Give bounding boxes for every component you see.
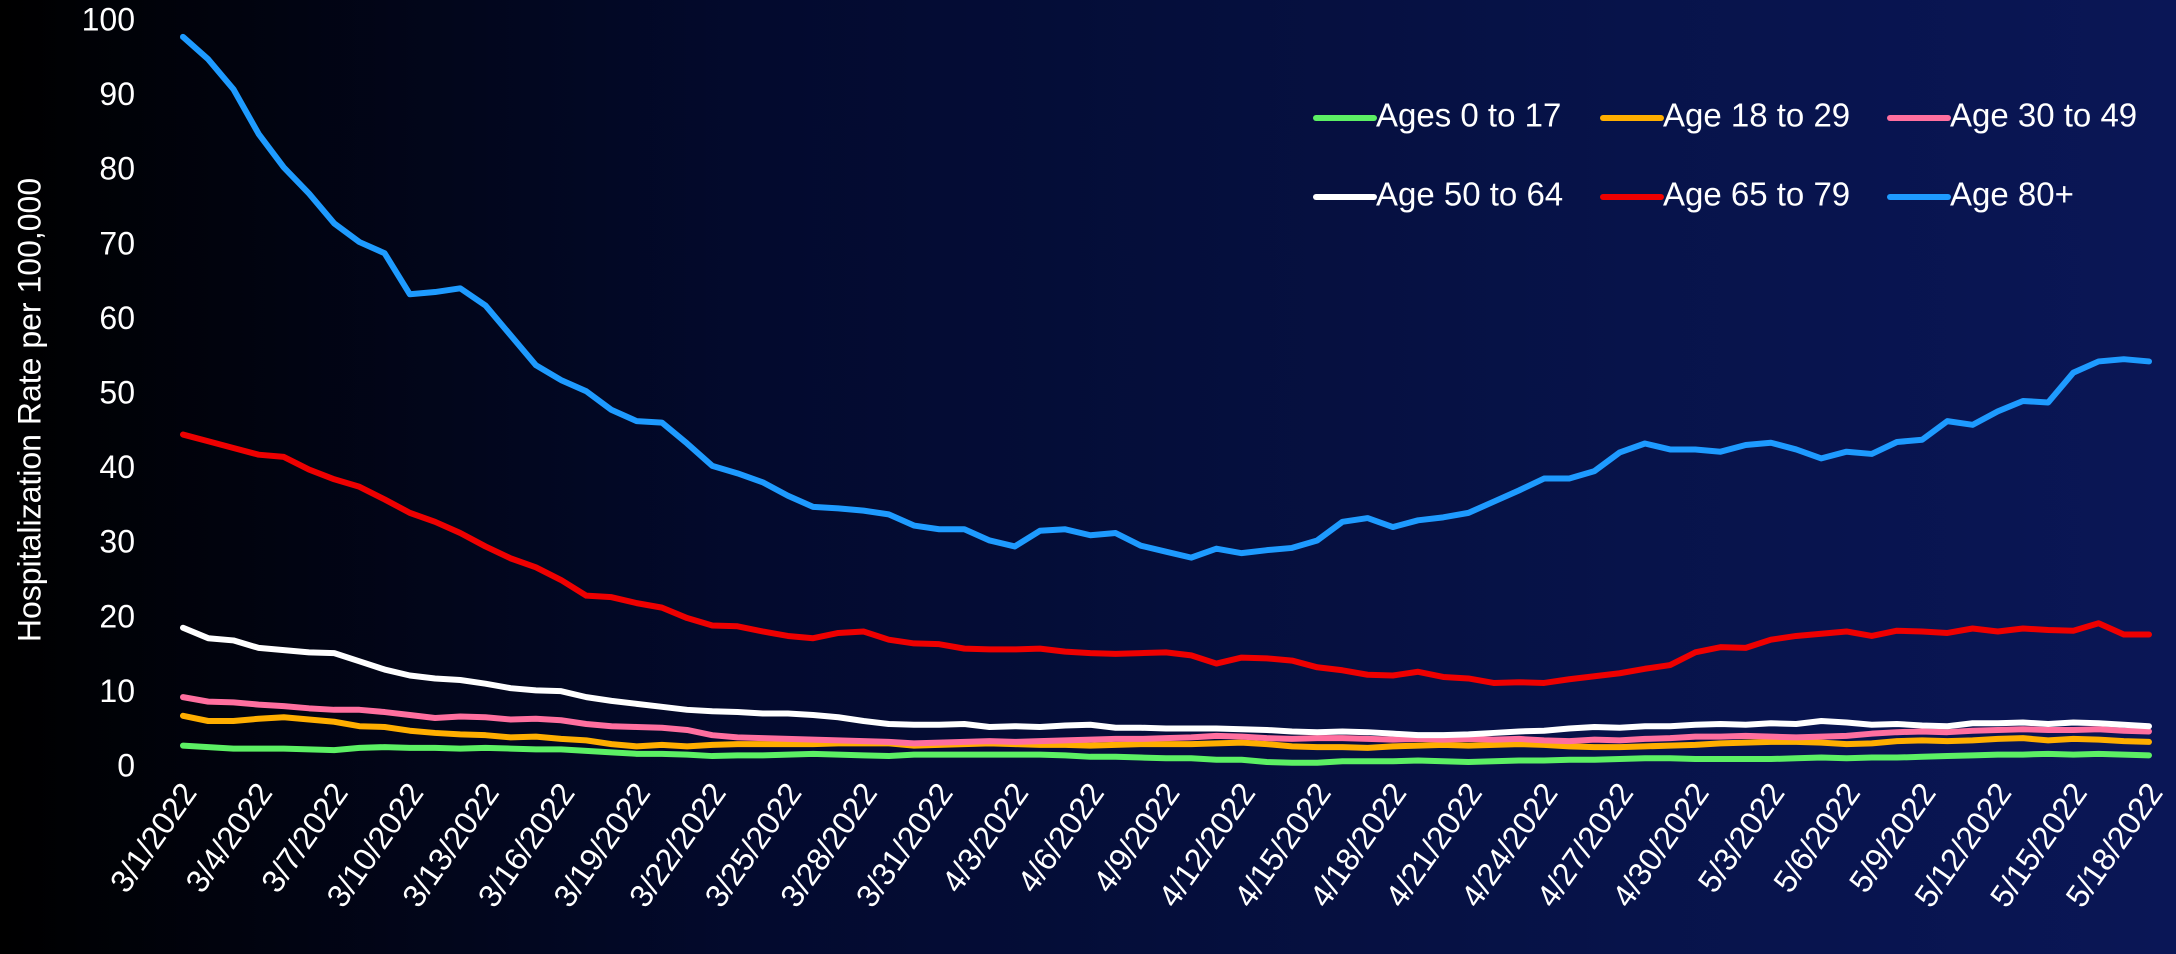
legend-label: Ages 0 to 17	[1376, 97, 1561, 134]
y-tick-label: 30	[99, 524, 135, 560]
legend: Ages 0 to 17 Age 18 to 29 Age 30 to 49 Age …	[1313, 97, 2137, 213]
y-tick-label: 50	[99, 374, 135, 410]
y-tick-label: 90	[99, 76, 135, 112]
y-tick-label: 0	[117, 747, 135, 783]
legend-label: Age 30 to 49	[1950, 97, 2137, 134]
y-tick-label: 60	[99, 300, 135, 336]
y-tick-label: 10	[99, 673, 135, 709]
y-tick-label: 40	[99, 449, 135, 485]
y-tick-label: 20	[99, 598, 135, 634]
y-axis-label: Hospitalization Rate per 100,000	[11, 178, 47, 642]
series-line	[180, 712, 2152, 751]
series-line	[180, 742, 2152, 766]
y-tick-label: 70	[99, 225, 135, 261]
legend-label: Age 80+	[1950, 176, 2074, 213]
legend-label: Age 65 to 79	[1663, 176, 1850, 213]
legend-label: Age 18 to 29	[1663, 97, 1850, 134]
series-line	[180, 694, 2152, 747]
series-line	[180, 624, 2152, 739]
series-line	[180, 33, 2152, 561]
series-line	[180, 431, 2152, 686]
y-tick-label: 100	[82, 1, 135, 37]
legend-label: Age 50 to 64	[1376, 176, 1563, 213]
y-tick-label: 80	[99, 151, 135, 187]
